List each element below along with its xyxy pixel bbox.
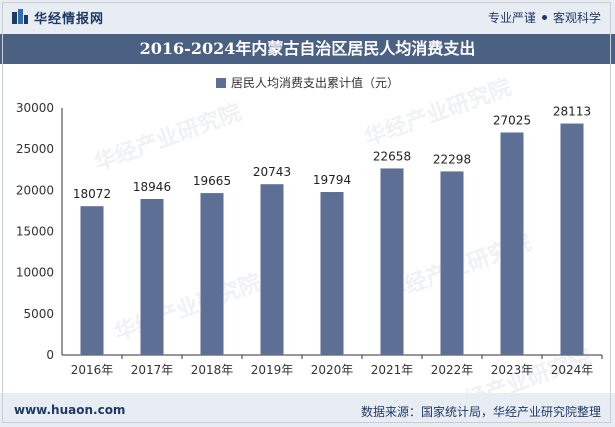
bar — [320, 192, 344, 355]
data-label: 19794 — [313, 173, 351, 187]
bar-chart: 0 5000 10000 15000 20000 25000 30000 18072 2016年… — [16, 101, 603, 377]
data-label: 27025 — [493, 113, 531, 127]
brand: 华经情报网 — [12, 8, 105, 27]
y-tick-label: 30000 — [16, 101, 54, 115]
bar — [260, 184, 284, 355]
x-tick-label: 2021年 — [371, 363, 414, 377]
legend-swatch — [215, 77, 226, 88]
bullet-dot-icon — [541, 15, 547, 20]
y-tick-label: 10000 — [16, 266, 54, 280]
title-bar: 2016-2024年内蒙古自治区居民人均消费支出 — [0, 34, 615, 64]
x-tick-label: 2018年 — [191, 363, 234, 377]
y-tick-label: 5000 — [23, 307, 54, 321]
header-bar: 华经情报网 专业严谨 客观科学 — [0, 0, 615, 34]
x-tick-label: 2017年 — [131, 363, 174, 377]
bar — [80, 206, 104, 355]
data-label: 28113 — [553, 105, 591, 119]
legend: 居民人均消费支出累计值（元） — [0, 74, 615, 91]
data-label: 22658 — [373, 149, 411, 163]
chart-title: 2016-2024年内蒙古自治区居民人均消费支出 — [139, 39, 476, 58]
y-tick-label: 20000 — [16, 183, 54, 197]
x-tick-label: 2016年 — [71, 363, 114, 377]
x-tick-label: 2023年 — [491, 363, 534, 377]
x-tick-label: 2024年 — [551, 363, 594, 377]
y-tick-label: 25000 — [16, 142, 54, 156]
data-label: 19665 — [193, 174, 231, 188]
footer-site: www.huaon.com — [14, 403, 126, 417]
data-label: 18946 — [133, 180, 171, 194]
legend-label: 居民人均消费支出累计值（元） — [230, 76, 399, 90]
bar — [500, 132, 524, 355]
data-label: 20743 — [253, 165, 291, 179]
slogan-left: 专业严谨 — [487, 11, 536, 25]
footer-source: 数据来源：国家统计局，华经产业研究院整理 — [360, 405, 601, 419]
slogan-right: 客观科学 — [552, 11, 601, 25]
y-tick-label: 0 — [46, 348, 54, 362]
data-label: 18072 — [73, 187, 111, 201]
x-tick-label: 2020年 — [311, 363, 354, 377]
bar — [440, 171, 464, 355]
y-tick-label: 15000 — [16, 225, 54, 239]
bar — [560, 123, 584, 355]
bar — [380, 168, 404, 355]
slogan: 专业严谨 客观科学 — [488, 9, 601, 26]
outer-frame — [2, 2, 611, 423]
data-label: 22298 — [433, 152, 471, 166]
bar — [200, 193, 224, 355]
brand-logo-icon — [12, 9, 28, 25]
footer-bar: www.huaon.com 数据来源：国家统计局，华经产业研究院整理 — [0, 393, 615, 427]
bar — [140, 199, 164, 355]
x-tick-label: 2019年 — [251, 363, 294, 377]
x-tick-label: 2022年 — [431, 363, 474, 377]
brand-name: 华经情报网 — [34, 11, 105, 27]
